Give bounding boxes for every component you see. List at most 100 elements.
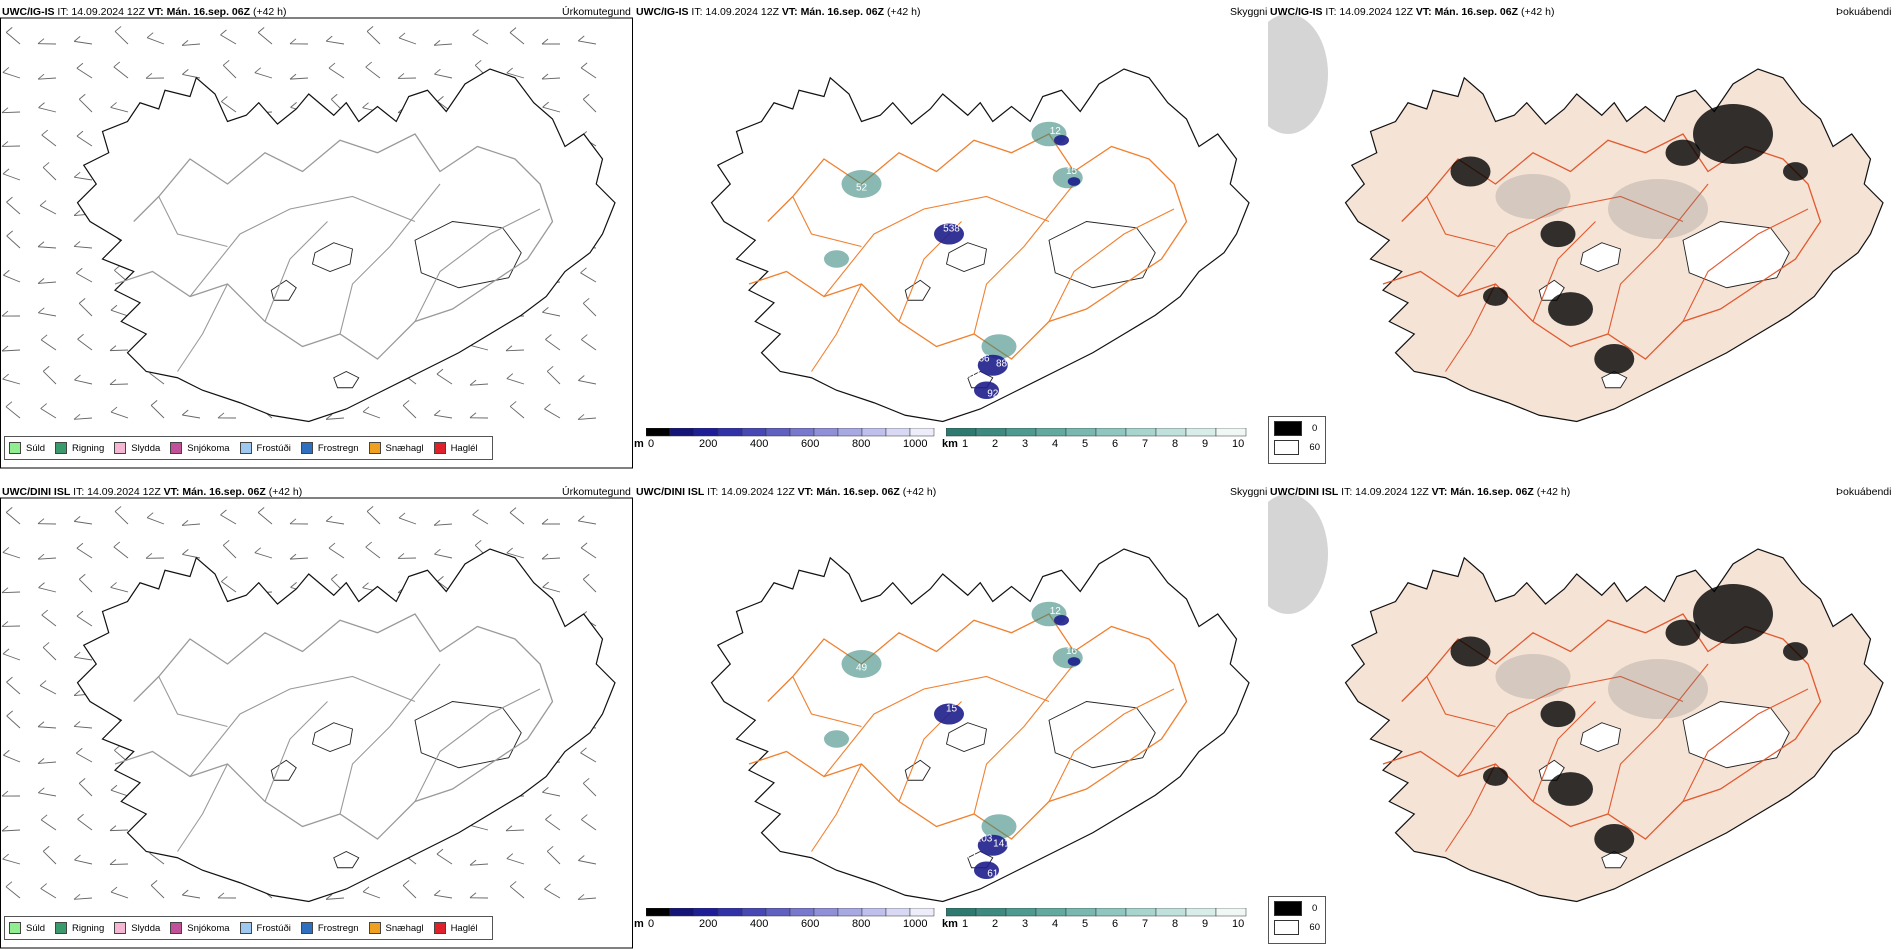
wind-barb-flag bbox=[110, 304, 118, 311]
road bbox=[339, 663, 441, 815]
fog-area bbox=[1483, 767, 1508, 786]
wind-barb bbox=[74, 246, 93, 249]
iceland-map bbox=[1344, 548, 1884, 903]
wind-barb-flag bbox=[289, 73, 297, 80]
wind-barb-flag bbox=[3, 749, 10, 756]
wind-barb bbox=[505, 829, 525, 832]
colorbar-tick: 1 bbox=[962, 438, 969, 450]
colorbar-tick: 1 bbox=[962, 918, 969, 930]
colorbar-cell bbox=[1125, 428, 1157, 437]
low-visibility-area bbox=[824, 730, 849, 748]
fog-legend: 0 60 bbox=[1268, 896, 1326, 944]
wind-barb-flag bbox=[2, 67, 10, 73]
low-visibility-area bbox=[981, 334, 1017, 359]
wind-barb-flag bbox=[325, 35, 333, 42]
colorbar-cell bbox=[885, 908, 911, 917]
glacier-outline bbox=[904, 279, 931, 301]
wind-barb-flag bbox=[150, 880, 158, 886]
wind-barb-flag bbox=[73, 516, 81, 522]
wind-barb-flag bbox=[181, 409, 189, 416]
fog-haze bbox=[1495, 174, 1571, 219]
wind-barb bbox=[42, 647, 57, 661]
wind-barb bbox=[542, 557, 561, 560]
wind-barb bbox=[150, 885, 165, 899]
wind-barb-flag bbox=[109, 379, 117, 385]
wind-barb-flag bbox=[469, 412, 477, 419]
iceland-coastline bbox=[76, 548, 616, 903]
wind-barb bbox=[41, 614, 57, 627]
wind-barb bbox=[366, 511, 381, 525]
wind-barb bbox=[114, 511, 129, 525]
colorbar-tick: 1000 bbox=[903, 918, 928, 930]
wind-barb bbox=[76, 135, 93, 147]
wind-barb-flag bbox=[509, 507, 517, 513]
wind-barb-flag bbox=[113, 541, 121, 548]
colorbar-cell bbox=[765, 428, 791, 437]
cloud-base-label: 15 bbox=[946, 704, 958, 715]
wind-barb-flag bbox=[330, 93, 338, 100]
glacier-outline bbox=[311, 242, 354, 272]
wind-barb bbox=[110, 789, 129, 797]
road bbox=[189, 675, 416, 777]
wind-barb bbox=[110, 587, 129, 593]
ring-road bbox=[1382, 613, 1822, 840]
wind-barb bbox=[366, 31, 381, 45]
glacier-outline bbox=[1048, 701, 1156, 769]
colorbar-tick: 4 bbox=[1052, 438, 1059, 450]
wind-barb bbox=[434, 414, 453, 419]
valid-time: VT: Mán. 16.sep. 06Z bbox=[797, 486, 900, 498]
wind-barb-flag bbox=[577, 894, 585, 900]
ring-road bbox=[748, 133, 1188, 360]
wind-barb bbox=[434, 553, 453, 559]
wind-barb bbox=[326, 520, 345, 525]
wind-barb bbox=[2, 653, 21, 661]
wind-barb-flag bbox=[469, 892, 477, 899]
wind-barb-flag bbox=[40, 334, 48, 341]
legend-item: Haglél bbox=[433, 442, 478, 454]
wind-barb bbox=[76, 272, 93, 283]
cloud-base-label: 107 bbox=[963, 370, 980, 381]
wind-barb bbox=[110, 411, 129, 419]
colorbar-cell bbox=[1185, 428, 1217, 437]
wind-barb-flag bbox=[181, 889, 189, 896]
colorbar-cell bbox=[975, 908, 1007, 917]
wind-barb bbox=[40, 888, 57, 899]
wind-barb-flag bbox=[37, 241, 45, 248]
wind-barb bbox=[5, 406, 21, 419]
fog-haze bbox=[1495, 654, 1571, 699]
precip-map bbox=[0, 17, 633, 469]
wind-barb bbox=[74, 859, 93, 865]
wind-barb-flag bbox=[434, 548, 441, 555]
model-name: UWC/DINI ISL bbox=[2, 486, 71, 498]
wind-barb bbox=[113, 66, 129, 79]
wind-barb-flag bbox=[365, 541, 372, 548]
colorbar-cell bbox=[693, 908, 719, 917]
colorbar-cell bbox=[1215, 908, 1247, 917]
wind-barb-flag bbox=[580, 267, 587, 274]
legend-label: 0 bbox=[1312, 903, 1318, 914]
legend-swatch bbox=[368, 442, 381, 454]
iceland-map bbox=[710, 548, 1250, 903]
wind-barb-flag bbox=[433, 520, 441, 526]
wind-barb-flag bbox=[6, 710, 13, 717]
wind-barb bbox=[398, 37, 417, 45]
wind-barb-flag bbox=[181, 40, 189, 46]
legend-item: Haglél bbox=[433, 922, 478, 934]
wind-barb-flag bbox=[217, 412, 225, 419]
wind-barb-flag bbox=[109, 859, 117, 865]
wind-barb-flag bbox=[469, 379, 477, 386]
wind-barb-flag bbox=[109, 345, 117, 351]
model-name: UWC/IG-IS bbox=[2, 6, 55, 18]
legend-item: Frostúði bbox=[239, 442, 291, 454]
wind-barb bbox=[38, 281, 57, 284]
wind-barb bbox=[1, 591, 21, 594]
colorbar-ramp bbox=[946, 428, 1247, 437]
wind-barb-flag bbox=[78, 298, 86, 304]
wind-barb bbox=[402, 405, 417, 419]
wind-barb-flag bbox=[541, 553, 549, 560]
low-cloud-area bbox=[1067, 657, 1081, 666]
wind-barb bbox=[76, 67, 93, 79]
legend-swatch bbox=[433, 922, 446, 934]
wind-barb bbox=[76, 547, 93, 559]
legend-swatch bbox=[170, 922, 183, 934]
